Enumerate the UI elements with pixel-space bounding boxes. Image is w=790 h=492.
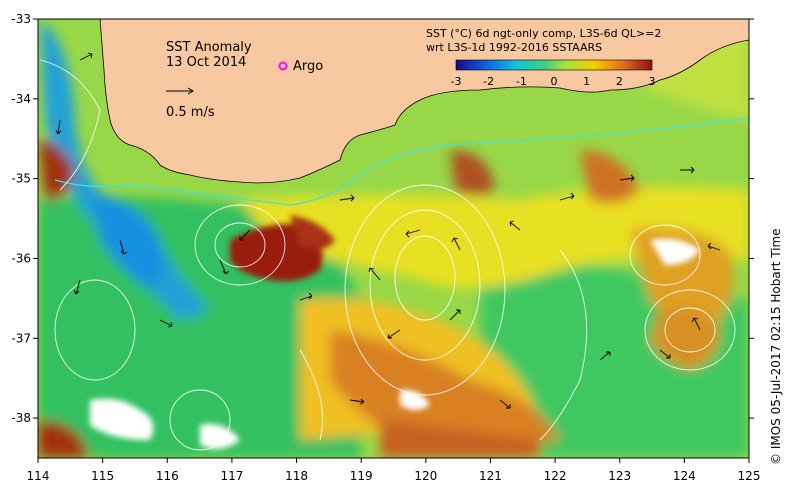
lon-tick-label: 125 <box>738 469 761 483</box>
credit-text: © IMOS 05-Jul-2017 02:15 Hobart Time <box>769 228 783 465</box>
lon-tick-label: 115 <box>91 469 114 483</box>
colorbar-tick-label: 1 <box>583 75 590 88</box>
argo-marker-icon <box>278 61 288 71</box>
sst-field <box>38 19 749 458</box>
argo-label: Argo <box>293 59 323 74</box>
lon-tick-label: 120 <box>414 469 437 483</box>
lon-tick-label: 122 <box>544 469 567 483</box>
lat-tick-label: -37 <box>11 331 31 345</box>
lat-tick-label: -33 <box>11 12 31 26</box>
lon-tick-label: 123 <box>608 469 631 483</box>
longitude-axis: 114 115 116 117 118 119 120 121 122 123 124 125 <box>27 458 761 483</box>
lon-tick-label: 116 <box>156 469 179 483</box>
colorbar-tick-label: 2 <box>616 75 623 88</box>
colorbar-title-line2: wrt L3S-1d 1992-2016 SSTAARS <box>426 41 602 54</box>
colorbar <box>455 59 653 71</box>
lon-tick-label: 124 <box>673 469 696 483</box>
map-title: SST Anomaly <box>166 40 252 55</box>
map-date: 13 Oct 2014 <box>166 55 246 70</box>
lat-tick-label: -34 <box>11 92 31 106</box>
lat-tick-label: -35 <box>11 172 31 186</box>
colorbar-tick-label: -3 <box>451 75 462 88</box>
colorbar-title-line1: SST (°C) 6d ngt-only comp, L3S-6d QL>=2 <box>426 27 661 40</box>
lat-tick-label: -38 <box>11 411 31 425</box>
lon-tick-label: 118 <box>285 469 308 483</box>
colorbar-tick-label: -2 <box>483 75 494 88</box>
scale-label: 0.5 m/s <box>166 105 215 120</box>
lon-tick-label: 114 <box>27 469 50 483</box>
lat-tick-label: -36 <box>11 251 31 265</box>
lon-tick-label: 121 <box>479 469 502 483</box>
current-vectors <box>55 52 721 409</box>
lon-tick-label: 117 <box>220 469 243 483</box>
lon-tick-label: 119 <box>350 469 373 483</box>
scale-arrow-icon <box>166 87 194 95</box>
plot-frame <box>37 18 750 459</box>
colorbar-ticks: -3 -2 -1 0 1 2 3 <box>451 75 656 88</box>
colorbar-tick-label: -1 <box>516 75 527 88</box>
latitude-axis: -33-34-35-36-37-38 <box>11 12 754 425</box>
colorbar-tick-label: 0 <box>551 75 558 88</box>
colorbar-tick-label: 3 <box>649 75 656 88</box>
